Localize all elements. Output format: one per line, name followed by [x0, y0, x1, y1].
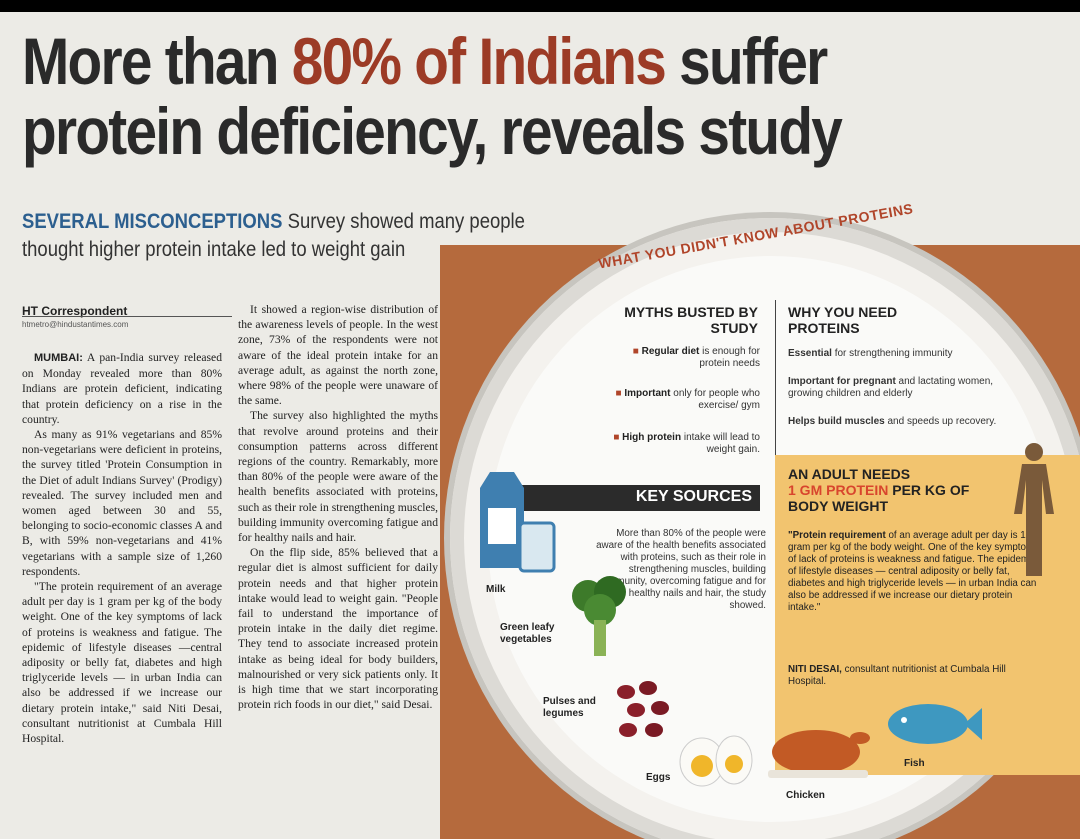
- eggs-label: Eggs: [646, 772, 671, 783]
- why-item: Important for pregnant and lactating wom…: [788, 376, 994, 399]
- subheadline: SEVERAL MISCONCEPTIONS Survey showed man…: [22, 208, 550, 264]
- headline-line2: protein deficiency, reveals study: [22, 94, 843, 168]
- why-item: Essential for strengthening immunity: [788, 348, 953, 359]
- adult-needs-heading: AN ADULT NEEDS 1 GM PROTEIN PER KG OF BO…: [788, 466, 1008, 514]
- column-divider: [775, 300, 776, 460]
- article-column-2: It showed a region-wise distribution of …: [238, 302, 438, 712]
- headline-post: suffer: [665, 24, 828, 98]
- myth-item: ■ Regular diet is enough for protein nee…: [632, 346, 760, 369]
- article-column-1: MUMBAI: A pan-India survey released on M…: [22, 350, 222, 746]
- eggs-icon: [679, 735, 753, 787]
- person-silhouette-icon: [1014, 443, 1054, 576]
- adult-heading-highlight: 1 GM PROTEIN: [788, 482, 889, 498]
- article-paragraph: As many as 91% vegetarians and 85% non-v…: [22, 428, 222, 578]
- fish-icon: [888, 704, 982, 744]
- milk-icon: [480, 472, 556, 573]
- pulses-label: Pulses and legumes: [543, 696, 596, 719]
- article-paragraph: The survey also highlighted the myths th…: [238, 409, 438, 545]
- article-paragraph: It showed a region-wise distribution of …: [238, 303, 438, 408]
- adult-signature: NITI DESAI, consultant nutritionist at C…: [788, 664, 1006, 687]
- myths-heading: MYTHS BUSTED BY STUDY: [624, 304, 758, 336]
- greens-label: Green leafy vegetables: [500, 622, 555, 645]
- byline-rule: [22, 316, 232, 317]
- subhead-text: Survey showed many people thought higher…: [22, 210, 525, 261]
- key-sources-label: KEY SOURCES: [635, 488, 752, 505]
- byline-email: htmetro@hindustantimes.com: [22, 320, 129, 329]
- myth-item: ■ Important only for people who exercise…: [615, 388, 760, 411]
- article-paragraph: On the flip side, 85% believed that a re…: [238, 546, 438, 712]
- key-sources-bar: KEY SOURCES: [520, 485, 760, 511]
- myth-item: ■ High protein intake will lead to weigh…: [613, 432, 760, 455]
- subhead-kicker: SEVERAL MISCONCEPTIONS: [22, 210, 283, 233]
- dateline: MUMBAI:: [34, 352, 83, 364]
- awareness-text: More than 80% of the people were aware o…: [596, 528, 766, 611]
- headline: More than 80% of Indians suffer protein …: [22, 26, 934, 166]
- adult-heading-line: AN ADULT NEEDS: [788, 466, 911, 482]
- paragraph-text: A pan-India survey released on Monday re…: [22, 351, 222, 426]
- headline-accent: 80% of Indians: [291, 24, 667, 98]
- chicken-label: Chicken: [786, 790, 825, 801]
- article-paragraph: MUMBAI: A pan-India survey released on M…: [22, 350, 222, 427]
- chicken-icon: [768, 730, 870, 778]
- fish-label: Fish: [904, 758, 925, 769]
- adult-quote: "Protein requirement of an average adult…: [788, 530, 1040, 613]
- milk-label: Milk: [486, 584, 506, 595]
- why-heading: WHY YOU NEED PROTEINS: [788, 304, 898, 336]
- why-item: Helps build muscles and speeds up recove…: [788, 416, 997, 427]
- broccoli-icon: [572, 576, 626, 656]
- byline-author: HT Correspondent: [22, 304, 128, 318]
- beans-icon: [617, 681, 669, 737]
- adult-heading-rest: PER KG OF BODY WEIGHT: [788, 482, 970, 514]
- article-paragraph: "The protein requirement of an average a…: [22, 580, 222, 746]
- headline-pre: More than: [22, 24, 292, 98]
